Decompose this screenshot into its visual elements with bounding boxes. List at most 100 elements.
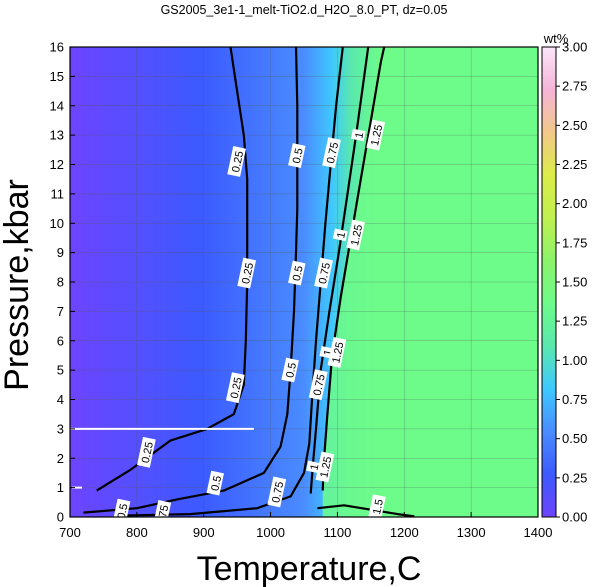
contour-label: 0.75 (308, 369, 328, 401)
contour-label: 0.25 (227, 146, 247, 177)
x-axis-ticks: 700 800 900 1000 1100 1200 1300 1400 (59, 512, 552, 540)
contour-label-text: 0.75 (155, 504, 171, 527)
x-tick-label: 700 (59, 525, 81, 540)
chart-title: GS2005_3e1-1_melt-TiO2.d_H2O_8.0_PT, dz=… (161, 3, 448, 17)
x-tick-label: 1200 (390, 525, 419, 540)
y-tick-label: 11 (51, 186, 65, 201)
colorbar-tick-label: 0.50 (562, 431, 587, 446)
contour-label-text: 0.75 (312, 373, 328, 396)
x-tick-label: 1100 (323, 525, 351, 540)
contour-label-text: 0.5 (291, 147, 306, 164)
contour-label-text: 1.25 (318, 456, 334, 479)
contour-label-text: 0.75 (325, 141, 341, 164)
contour-label-bg (137, 436, 156, 468)
contour-label-bg (237, 257, 257, 289)
contour-label: 1.25 (366, 119, 386, 151)
contour-label: 0.75 (267, 476, 286, 508)
contour-label-text: 1 (353, 131, 366, 139)
contour-label: 0.5 (288, 143, 306, 168)
y-tick-label: 0 (57, 510, 64, 525)
contour-label: 0.75 (314, 257, 333, 289)
contour-label-bg (350, 128, 366, 142)
contour-label-bg (152, 499, 172, 517)
colorbar-tick-label: 1.25 (562, 314, 587, 329)
colorbar-unit: wt% (543, 31, 569, 46)
y-tick-label: 3 (57, 421, 64, 436)
contour-label-bg (366, 119, 386, 151)
y-tick-label: 16 (50, 40, 64, 55)
contour-label-text: 0.25 (230, 150, 246, 173)
contour-label-bg (332, 228, 348, 242)
colorbar-tick-label: 2.50 (562, 118, 587, 133)
contour-label: 0.5 (112, 498, 131, 520)
contour-label: 0.5 (206, 470, 224, 496)
y-tick-label: 12 (50, 157, 64, 172)
colorbar-tick-label: 0.00 (562, 510, 587, 525)
x-tick-label: 1300 (457, 525, 486, 540)
contour-label: 1 (332, 228, 348, 242)
contour-label: 0.25 (237, 257, 257, 289)
y-tick-label: 5 (57, 363, 64, 378)
x-tick-label: 1400 (524, 525, 553, 540)
contour-label-text: 0.5 (209, 475, 224, 492)
contour-label-text: 1 (309, 463, 322, 471)
contour-label-text: 0.25 (240, 262, 256, 285)
colorbar-tick-label: 2.00 (562, 196, 587, 211)
contour-line (321, 47, 386, 491)
colorbar-tick-label: 2.25 (562, 157, 587, 172)
colorbar-ticks: 0.00 0.25 0.50 0.75 1.00 1.25 1.50 1.75 2.00 2.25… (556, 40, 587, 525)
colorbar-tick-label: 1.00 (562, 353, 587, 368)
contour-label-text: 1 (322, 348, 335, 356)
contour-label-bg (206, 470, 224, 496)
colorbar-tick-label: 3.00 (562, 40, 587, 55)
contour-label-bg (288, 260, 306, 286)
contour-label: 1.5 (368, 494, 386, 517)
colorbar-tick-label: 0.25 (562, 470, 587, 485)
contour-label-bg (368, 494, 386, 517)
grid-lines (70, 47, 538, 517)
y-tick-label: 8 (57, 275, 64, 290)
contour-label: 0.75 (322, 137, 341, 169)
colorbar-scale (541, 46, 557, 518)
contour-label-bg (112, 498, 131, 517)
contour-label: 0.25 (225, 372, 245, 404)
colorbar: wt% 0.00 0.25 0.50 0.75 1.00 1.25 1.50 1.75 2.00… (541, 31, 587, 525)
x-tick-label: 800 (126, 525, 148, 540)
contour-label-bg (315, 451, 335, 483)
y-tick-label: 13 (50, 128, 64, 143)
contour-line (96, 47, 249, 492)
contour-label-text: 0.5 (291, 265, 306, 282)
contour-label-bg (314, 257, 333, 289)
y-tick-label: 4 (57, 392, 64, 407)
contour-label-text: 0.5 (284, 362, 299, 379)
contour-label-text: 0.25 (229, 376, 245, 399)
contour-label-text: 0.25 (140, 441, 156, 464)
contour-label: 0.25 (137, 436, 156, 468)
y-tick-label: 14 (50, 98, 64, 113)
x-tick-label: 900 (193, 525, 215, 540)
contour-label-bg (281, 357, 299, 383)
y-tick-label: 6 (57, 333, 64, 348)
contour-label-bg (306, 460, 321, 474)
contour-label: 0.75 (152, 499, 172, 527)
contour-label-text: 1.25 (369, 124, 385, 147)
colorbar-tick-label: 0.75 (562, 392, 587, 407)
y-tick-label: 9 (57, 245, 64, 260)
contour-label-bg (308, 369, 328, 401)
contour-label-bg (225, 372, 245, 404)
contour-label-bg (346, 219, 366, 251)
contour-label: 1.25 (315, 451, 335, 483)
contour-label-text: 1 (335, 231, 348, 239)
contour-label-text: 1.25 (349, 223, 365, 246)
x-axis-label: Temperature,C (197, 550, 422, 587)
y-tick-label: 1 (57, 480, 64, 495)
contour-label-bg (227, 146, 247, 177)
contour-labels: 0.25 0.25 0.25 0.25 0.5 0.5 0.5 0.5 0.5 0.75 0.75 0… (112, 119, 386, 527)
plot-area: 0.25 0.25 0.25 0.25 0.5 0.5 0.5 0.5 0.5 0.75 0.75 0… (50, 40, 553, 541)
contour-label-text: 0.75 (317, 262, 333, 285)
y-tick-label: 2 (57, 451, 64, 466)
y-tick-label: 10 (50, 216, 64, 231)
contour-label-text: 0.5 (116, 503, 131, 520)
